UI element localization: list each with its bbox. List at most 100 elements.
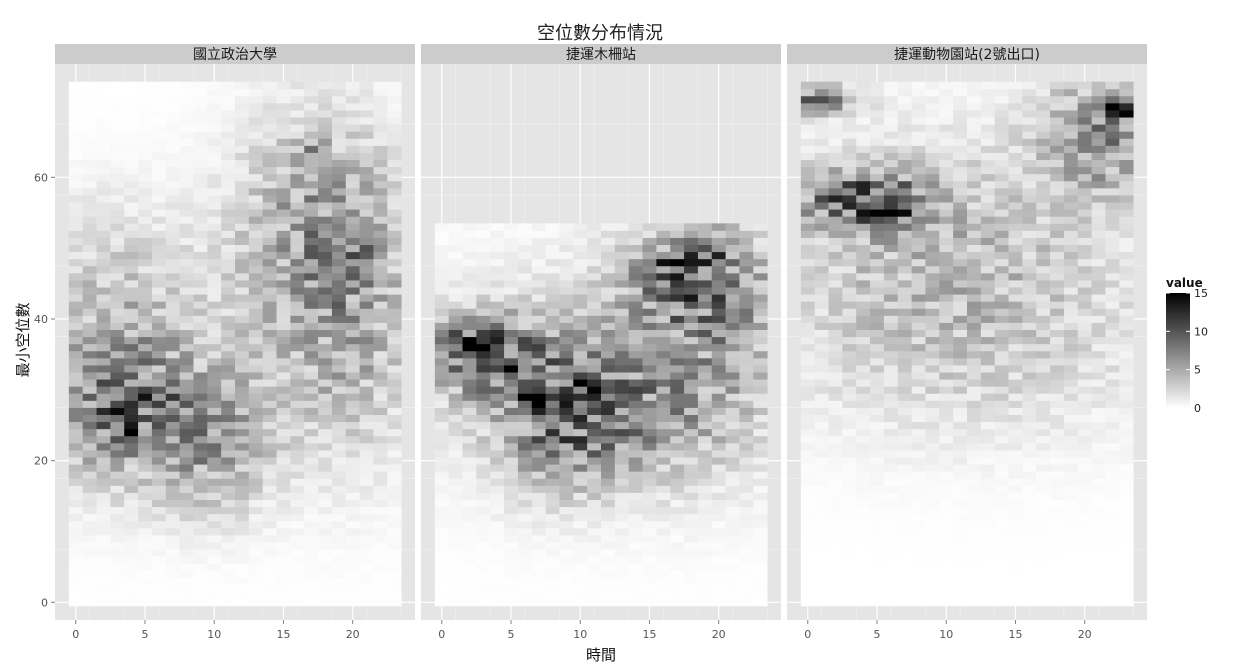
heatmap-cell — [587, 599, 601, 606]
heatmap-cell — [290, 287, 304, 294]
heatmap-cell — [373, 230, 387, 237]
heatmap-cell — [912, 471, 926, 478]
heatmap-cell — [221, 330, 235, 337]
heatmap-cell — [1092, 478, 1106, 485]
heatmap-cell — [387, 89, 401, 96]
heatmap-cell — [856, 528, 870, 535]
heatmap-cell — [346, 500, 360, 507]
heatmap-cell — [898, 160, 912, 167]
heatmap-cell — [829, 521, 843, 528]
heatmap-cell — [981, 521, 995, 528]
heatmap-cell — [559, 273, 573, 280]
heatmap-cell — [318, 578, 332, 585]
heatmap-cell — [504, 514, 518, 521]
heatmap-cell — [842, 315, 856, 322]
heatmap-cell — [449, 528, 463, 535]
heatmap-cell — [712, 344, 726, 351]
heatmap-cell — [110, 308, 124, 315]
heatmap-cell — [884, 485, 898, 492]
heatmap-cell — [1022, 110, 1036, 117]
heatmap-cell — [532, 287, 546, 294]
heatmap-cell — [290, 457, 304, 464]
heatmap-cell — [1009, 585, 1023, 592]
heatmap-cell — [995, 188, 1009, 195]
heatmap-cell — [83, 422, 97, 429]
heatmap-cell — [643, 528, 657, 535]
heatmap-cell — [939, 188, 953, 195]
heatmap-cell — [166, 160, 180, 167]
heatmap-cell — [304, 110, 318, 117]
heatmap-cell — [318, 485, 332, 492]
heatmap-cell — [504, 386, 518, 393]
heatmap-cell — [953, 585, 967, 592]
heatmap-cell — [221, 259, 235, 266]
heatmap-cell — [870, 202, 884, 209]
heatmap-cell — [1105, 542, 1119, 549]
heatmap-cell — [953, 471, 967, 478]
heatmap-cell — [476, 478, 490, 485]
heatmap-cell — [1009, 273, 1023, 280]
heatmap-cell — [870, 308, 884, 315]
heatmap-cell — [967, 521, 981, 528]
heatmap-cell — [995, 330, 1009, 337]
heatmap-cell — [1119, 323, 1133, 330]
heatmap-cell — [829, 153, 843, 160]
heatmap-cell — [207, 585, 221, 592]
heatmap-cell — [138, 408, 152, 415]
heatmap-cell — [138, 535, 152, 542]
heatmap-cell — [670, 464, 684, 471]
heatmap-cell — [1050, 195, 1064, 202]
heatmap-cell — [1119, 96, 1133, 103]
heatmap-cell — [1022, 103, 1036, 110]
heatmap-cell — [1064, 365, 1078, 372]
heatmap-cell — [249, 500, 263, 507]
heatmap-cell — [939, 103, 953, 110]
heatmap-cell — [870, 436, 884, 443]
heatmap-cell — [995, 273, 1009, 280]
heatmap-cell — [870, 301, 884, 308]
heatmap-cell — [967, 493, 981, 500]
heatmap-cell — [97, 287, 111, 294]
heatmap-cell — [180, 507, 194, 514]
heatmap-cell — [829, 464, 843, 471]
heatmap-cell — [1050, 287, 1064, 294]
heatmap-cell — [684, 535, 698, 542]
heatmap-cell — [684, 323, 698, 330]
heatmap-cell — [898, 436, 912, 443]
heatmap-cell — [1078, 570, 1092, 577]
heatmap-cell — [870, 570, 884, 577]
heatmap-cell — [476, 344, 490, 351]
heatmap-cell — [842, 358, 856, 365]
heatmap-cell — [221, 337, 235, 344]
heatmap-cell — [643, 408, 657, 415]
heatmap-cell — [712, 570, 726, 577]
heatmap-cell — [346, 408, 360, 415]
heatmap-cell — [726, 528, 740, 535]
heatmap-cell — [573, 408, 587, 415]
heatmap-cell — [518, 570, 532, 577]
heatmap-cell — [601, 507, 615, 514]
heatmap-cell — [573, 323, 587, 330]
heatmap-cell — [263, 96, 277, 103]
heatmap-cell — [615, 358, 629, 365]
heatmap-cell — [1119, 174, 1133, 181]
heatmap-cell — [221, 167, 235, 174]
heatmap-cell — [152, 379, 166, 386]
heatmap-cell — [304, 528, 318, 535]
heatmap-cell — [601, 585, 615, 592]
heatmap-cell — [967, 549, 981, 556]
heatmap-cell — [925, 429, 939, 436]
heatmap-cell — [842, 117, 856, 124]
heatmap-cell — [573, 436, 587, 443]
heatmap-cell — [360, 436, 374, 443]
heatmap-cell — [601, 556, 615, 563]
heatmap-cell — [629, 379, 643, 386]
heatmap-cell — [235, 337, 249, 344]
heatmap-cell — [504, 422, 518, 429]
heatmap-cell — [346, 365, 360, 372]
heatmap-cell — [1078, 287, 1092, 294]
heatmap-cell — [290, 82, 304, 89]
heatmap-cell — [263, 563, 277, 570]
heatmap-cell — [152, 202, 166, 209]
heatmap-cell — [1105, 259, 1119, 266]
